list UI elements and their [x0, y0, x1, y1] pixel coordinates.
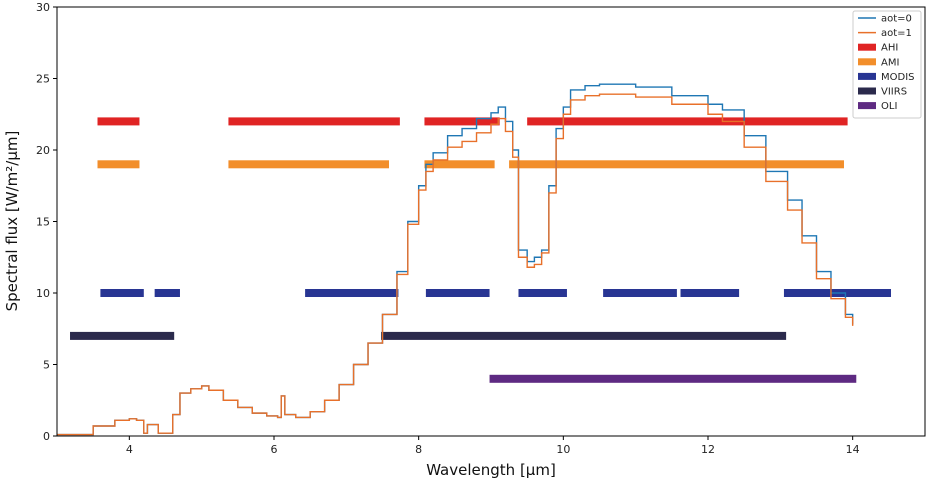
band-bar-modis-0	[100, 289, 144, 297]
x-axis-ticks: 4 6 8 10 12 14	[126, 436, 860, 456]
x-tick-label: 14	[846, 443, 860, 456]
band-bar-ami-3	[509, 160, 844, 169]
legend-label: OLI	[881, 101, 897, 112]
series-lines	[56, 83, 854, 436]
band-bar-viirs-0	[70, 331, 175, 340]
band-bar-ahi-2	[424, 117, 500, 126]
plot-area	[57, 7, 925, 436]
band-bar-ami-1	[228, 160, 390, 169]
band-bar-ahi-1	[228, 117, 400, 126]
legend-label: AMI	[881, 57, 899, 68]
x-axis-label: Wavelength [µm]	[426, 461, 556, 479]
legend-swatch-band	[858, 58, 876, 66]
legend-swatch-band	[858, 43, 876, 51]
x-tick-label: 6	[271, 443, 278, 456]
legend-label: aot=0	[881, 14, 912, 25]
x-tick-label: 12	[701, 443, 715, 456]
y-axis-ticks: 0 5 10 15 20 25 30	[36, 1, 57, 443]
band-bar-ahi-0	[97, 117, 140, 126]
x-tick-label: 10	[556, 443, 570, 456]
y-axis-label: Spectral flux [W/m²/µm]	[3, 131, 21, 312]
y-tick-label: 25	[36, 73, 50, 86]
band-bar-oli-0	[489, 374, 857, 383]
legend-label: aot=1	[881, 28, 912, 39]
legend-swatch-band	[858, 72, 876, 80]
band-bar-modis-6	[680, 289, 740, 297]
band-bar-modis-4	[518, 289, 567, 297]
y-tick-label: 20	[36, 144, 50, 157]
legend: aot=0 aot=1 AHI AMI MODIS VIIRS OLI	[852, 10, 922, 119]
legend-label: AHI	[881, 43, 898, 54]
y-tick-label: 30	[36, 1, 50, 14]
band-bar-ami-2	[424, 160, 495, 169]
legend-label: MODIS	[881, 72, 915, 83]
y-tick-label: 0	[43, 430, 50, 443]
x-tick-label: 4	[126, 443, 133, 456]
band-bar-modis-1	[154, 289, 180, 297]
band-bar-ahi-3	[527, 117, 848, 126]
legend-swatch-band	[858, 87, 876, 95]
band-bar-modis-3	[425, 289, 490, 297]
band-bar-ami-0	[97, 160, 140, 169]
band-bar-viirs-1	[381, 331, 787, 340]
x-tick-label: 8	[415, 443, 422, 456]
band-bar-modis-5	[603, 289, 677, 297]
band-bar-modis-2	[305, 289, 399, 297]
y-tick-label: 10	[36, 287, 50, 300]
legend-entries: aot=0 aot=1 AHI AMI MODIS VIIRS OLI	[858, 14, 915, 112]
legend-label: VIIRS	[881, 87, 907, 98]
legend-swatch-band	[858, 102, 876, 110]
y-tick-label: 5	[43, 359, 50, 372]
y-tick-label: 15	[36, 216, 50, 229]
